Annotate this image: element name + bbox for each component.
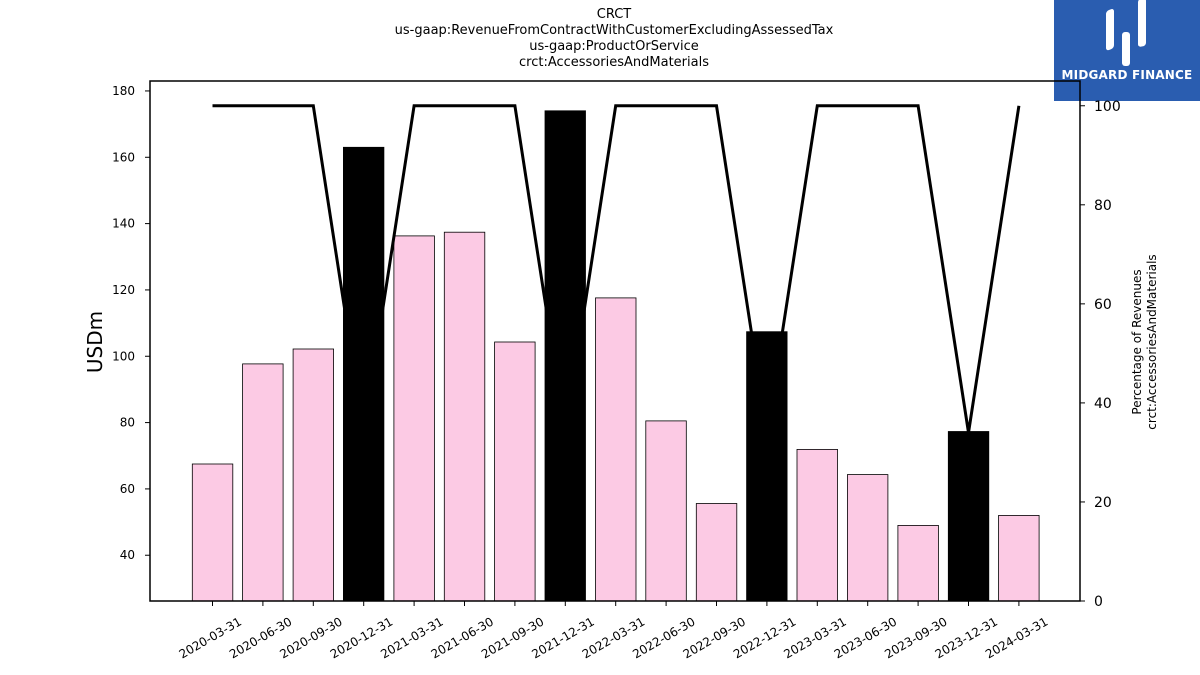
y-tick-label-180: 180 — [112, 84, 135, 98]
bar-2023-09-30 — [897, 525, 939, 602]
y2-axis-label-line1: Percentage of Revenues — [1130, 269, 1144, 414]
plot-frame — [149, 80, 1081, 602]
logo-text: MIDGARD FINANCE — [1061, 68, 1193, 82]
y-tick-label-40: 40 — [120, 548, 135, 562]
bar-2021-06-30 — [443, 231, 486, 602]
bar-2023-03-31 — [796, 448, 838, 602]
bar-2020-09-30 — [292, 348, 335, 602]
y2-tick-label-60: 60 — [1094, 297, 1112, 313]
x-axis-ticks: 2020-03-312020-06-302020-09-302020-12-31… — [177, 601, 1050, 661]
bar-2020-06-30 — [242, 363, 284, 602]
percentage-line — [212, 104, 1021, 433]
y-tick-label-120: 120 — [112, 283, 135, 297]
y-tick-label-80: 80 — [120, 416, 135, 430]
y-tick-label-160: 160 — [112, 150, 135, 164]
chart-title-ticker: CRCT — [596, 7, 632, 22]
bar-2021-09-30 — [494, 341, 536, 602]
y2-tick-label-40: 40 — [1094, 396, 1112, 412]
bar-2020-03-31 — [191, 463, 234, 602]
chart-title-member: crct:AccessoriesAndMaterials — [519, 55, 709, 70]
bar-2022-12-31 — [746, 331, 788, 602]
bar-2022-03-31 — [595, 297, 637, 602]
chart-title-block: CRCT us-gaap:RevenueFromContractWithCust… — [0, 7, 1200, 71]
bar-2024-03-31 — [998, 515, 1040, 602]
y2-tick-label-80: 80 — [1094, 198, 1112, 214]
bar-2021-12-31 — [544, 110, 586, 602]
bar-series — [191, 110, 1040, 602]
y-tick-label-100: 100 — [112, 349, 135, 363]
chart-title-axis: us-gaap:ProductOrService — [529, 39, 699, 54]
right-axis-ticks: 0 20 40 60 80 100 — [1080, 99, 1121, 610]
left-axis-ticks: 40 60 80 100 120 140 160 180 — [112, 84, 150, 562]
bar-2023-12-31 — [947, 431, 990, 602]
y2-axis-label-line2: crct:AccessoriesAndMaterials — [1145, 254, 1159, 429]
y2-tick-label-20: 20 — [1094, 495, 1112, 511]
bar-2022-09-30 — [695, 503, 738, 602]
bar-2023-06-30 — [847, 474, 889, 602]
bar-2021-03-31 — [393, 235, 435, 602]
y2-tick-label-100: 100 — [1094, 99, 1121, 115]
y2-tick-label-0: 0 — [1094, 594, 1103, 610]
bar-2020-12-31 — [342, 146, 385, 602]
y-axis-label: USDm — [83, 311, 107, 373]
logo-mark-icon — [1106, 0, 1146, 66]
y-tick-label-60: 60 — [120, 482, 135, 496]
midgard-finance-logo: MIDGARD FINANCE — [1054, 0, 1200, 101]
bar-2022-06-30 — [645, 420, 687, 602]
y-tick-label-140: 140 — [112, 217, 135, 231]
chart-title-concept: us-gaap:RevenueFromContractWithCustomerE… — [394, 23, 834, 38]
